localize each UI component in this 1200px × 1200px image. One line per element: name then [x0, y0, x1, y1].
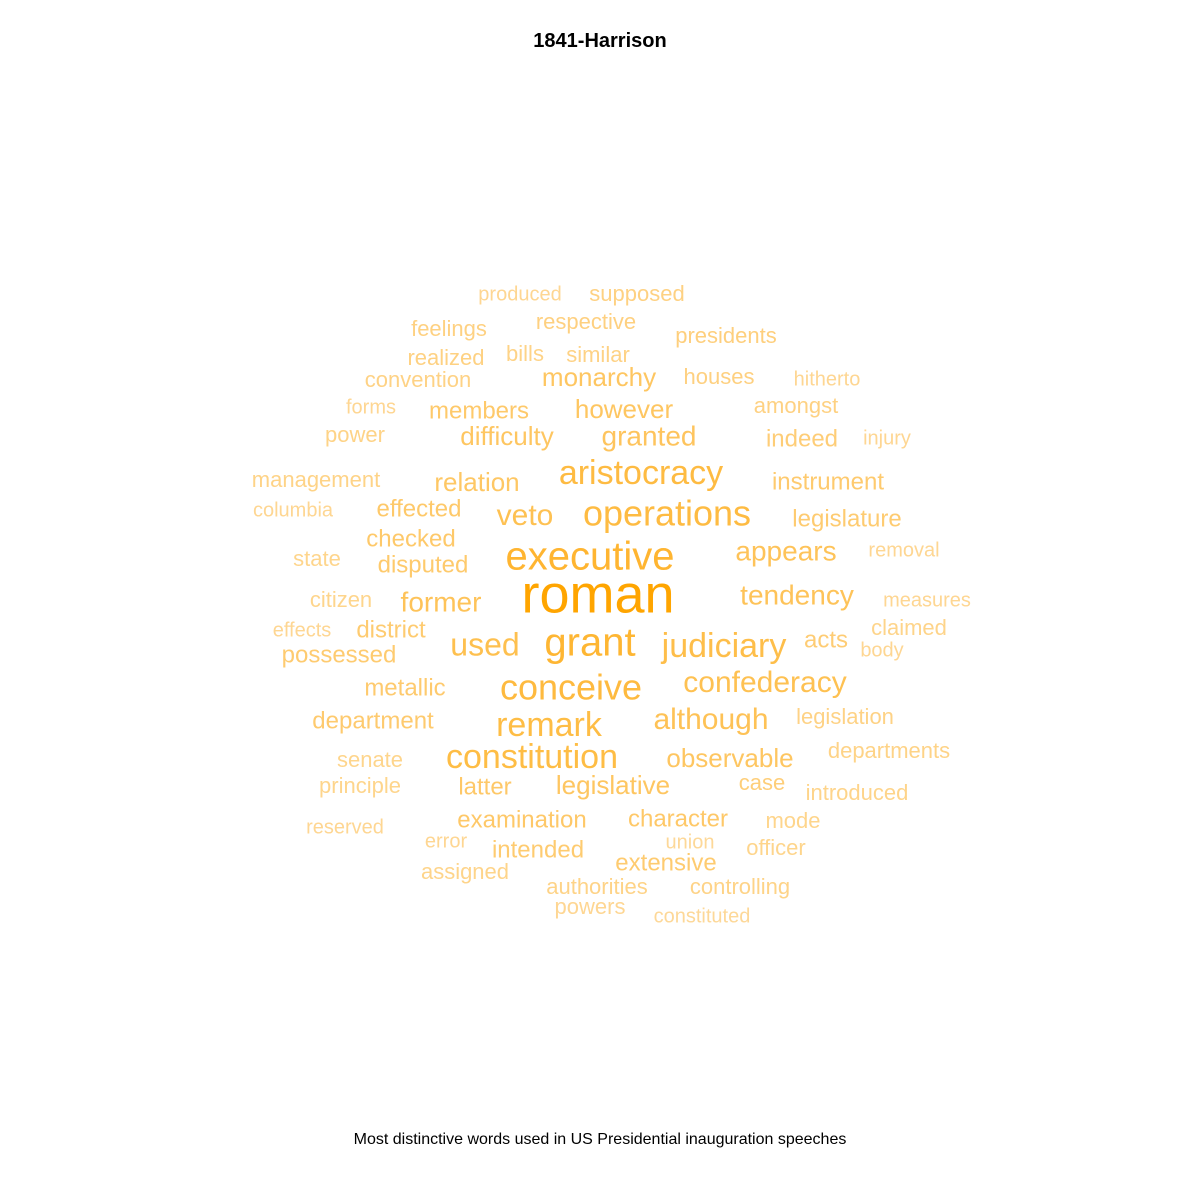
- word-supposed: supposed: [589, 281, 684, 306]
- word-legislative: legislative: [556, 770, 670, 800]
- word-grant: grant: [544, 621, 635, 665]
- word-metallic: metallic: [364, 674, 445, 701]
- word-legislation: legislation: [796, 704, 894, 729]
- word-columbia: columbia: [253, 499, 334, 521]
- word-presidents: presidents: [675, 323, 777, 348]
- word-introduced: introduced: [806, 780, 909, 805]
- word-remark: remark: [496, 706, 603, 744]
- word-latter: latter: [458, 773, 511, 800]
- word-disputed: disputed: [378, 551, 469, 578]
- word-powers: powers: [555, 894, 626, 919]
- word-tendency: tendency: [740, 579, 854, 610]
- word-union: union: [666, 831, 715, 853]
- word-injury: injury: [863, 427, 911, 449]
- word-veto: veto: [497, 499, 554, 532]
- word-checked: checked: [366, 525, 455, 552]
- word-roman: roman: [521, 564, 674, 624]
- word-case: case: [739, 770, 785, 795]
- word-reserved: reserved: [306, 816, 384, 838]
- word-used: used: [450, 626, 519, 662]
- chart-title: 1841-Harrison: [533, 30, 667, 52]
- word-realized: realized: [407, 345, 484, 370]
- word-appears: appears: [735, 535, 836, 566]
- word-constitution: constitution: [446, 738, 618, 776]
- word-claimed: claimed: [871, 615, 947, 640]
- word-removal: removal: [868, 539, 939, 561]
- word-character: character: [628, 805, 728, 832]
- word-management: management: [252, 467, 380, 492]
- word-constituted: constituted: [654, 905, 751, 927]
- word-power: power: [325, 422, 385, 447]
- word-assigned: assigned: [421, 859, 509, 884]
- word-officer: officer: [746, 835, 806, 860]
- word-granted: granted: [602, 420, 697, 451]
- word-extensive: extensive: [615, 849, 716, 876]
- word-departments: departments: [828, 738, 950, 763]
- word-former: former: [401, 586, 482, 617]
- word-controlling: controlling: [690, 874, 790, 899]
- word-district: district: [356, 616, 426, 643]
- word-feelings: feelings: [411, 316, 487, 341]
- word-senate: senate: [337, 747, 403, 772]
- word-state: state: [293, 546, 341, 571]
- word-houses: houses: [684, 364, 755, 389]
- word-confederacy: confederacy: [683, 666, 846, 699]
- word-bills: bills: [506, 341, 544, 366]
- word-measures: measures: [883, 589, 971, 611]
- word-error: error: [425, 830, 468, 852]
- word-body: body: [860, 639, 903, 661]
- word-indeed: indeed: [766, 425, 838, 452]
- word-instrument: instrument: [772, 468, 884, 495]
- word-aristocracy: aristocracy: [559, 454, 723, 492]
- word-executive: executive: [506, 535, 675, 579]
- word-difficulty: difficulty: [460, 421, 553, 451]
- word-observable: observable: [666, 743, 793, 773]
- word-effects: effects: [273, 619, 332, 641]
- word-hitherto: hitherto: [794, 368, 861, 390]
- word-conceive: conceive: [500, 667, 642, 708]
- word-although: although: [653, 703, 768, 736]
- word-judiciary: judiciary: [661, 627, 787, 665]
- word-operations: operations: [583, 493, 751, 534]
- word-citizen: citizen: [310, 587, 372, 612]
- word-convention: convention: [365, 367, 471, 392]
- word-respective: respective: [536, 309, 636, 334]
- word-effected: effected: [377, 495, 462, 522]
- word-examination: examination: [457, 806, 586, 833]
- word-forms: forms: [346, 396, 396, 418]
- word-legislature: legislature: [792, 505, 901, 532]
- word-authorities: authorities: [546, 874, 648, 899]
- word-intended: intended: [492, 836, 584, 863]
- word-possessed: possessed: [282, 641, 397, 668]
- word-amongst: amongst: [754, 393, 838, 418]
- word-relation: relation: [434, 467, 519, 497]
- word-acts: acts: [804, 626, 848, 653]
- word-department: department: [312, 707, 434, 734]
- chart-caption: Most distinctive words used in US Presid…: [353, 1131, 847, 1148]
- word-monarchy: monarchy: [542, 362, 656, 392]
- word-members: members: [429, 397, 529, 424]
- word-mode: mode: [765, 808, 820, 833]
- word-produced: produced: [478, 283, 561, 305]
- word-principle: principle: [319, 773, 401, 798]
- word-similar: similar: [566, 342, 630, 367]
- word-however: however: [575, 394, 674, 424]
